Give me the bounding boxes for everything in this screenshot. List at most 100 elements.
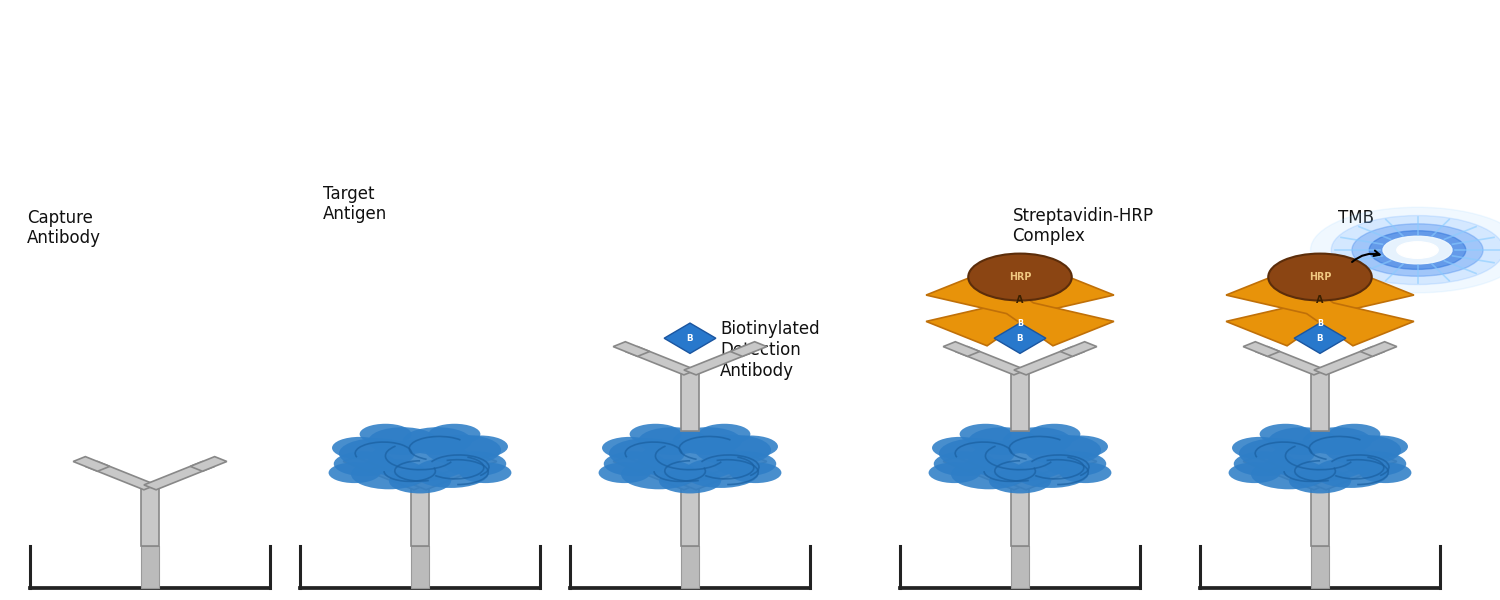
- Text: B: B: [1317, 334, 1323, 343]
- Circle shape: [699, 424, 750, 445]
- Circle shape: [388, 469, 452, 493]
- Polygon shape: [1014, 461, 1084, 490]
- Circle shape: [1332, 215, 1500, 284]
- Bar: [411, 546, 429, 588]
- Circle shape: [1059, 463, 1112, 483]
- Circle shape: [639, 427, 708, 455]
- Circle shape: [1383, 236, 1452, 264]
- Circle shape: [429, 424, 480, 445]
- Circle shape: [1232, 437, 1287, 459]
- Bar: [1311, 487, 1329, 546]
- Polygon shape: [74, 457, 110, 471]
- Circle shape: [369, 440, 471, 481]
- Bar: [681, 373, 699, 431]
- Polygon shape: [86, 461, 156, 490]
- Circle shape: [424, 435, 501, 465]
- Circle shape: [459, 463, 512, 483]
- Text: B: B: [687, 334, 693, 343]
- Circle shape: [334, 451, 396, 476]
- Circle shape: [933, 451, 996, 476]
- Polygon shape: [344, 457, 380, 471]
- Bar: [141, 487, 159, 546]
- Text: HRP: HRP: [1010, 272, 1031, 282]
- Bar: [681, 487, 699, 546]
- Circle shape: [1344, 451, 1407, 476]
- Polygon shape: [144, 461, 214, 490]
- Circle shape: [1370, 231, 1466, 269]
- Circle shape: [413, 458, 489, 488]
- Text: TMB: TMB: [1338, 209, 1374, 227]
- Polygon shape: [1244, 457, 1280, 471]
- Text: B: B: [1017, 334, 1023, 343]
- Circle shape: [1024, 435, 1101, 465]
- Circle shape: [1396, 242, 1438, 259]
- Polygon shape: [414, 461, 485, 490]
- Circle shape: [609, 438, 686, 469]
- Text: A: A: [1317, 295, 1323, 305]
- Circle shape: [1353, 436, 1408, 458]
- Circle shape: [682, 458, 759, 488]
- Polygon shape: [1060, 457, 1096, 471]
- Circle shape: [360, 424, 411, 445]
- Bar: [1011, 373, 1029, 431]
- Bar: [1311, 546, 1329, 588]
- Circle shape: [1302, 427, 1371, 455]
- Circle shape: [1352, 224, 1484, 276]
- Circle shape: [1359, 463, 1411, 483]
- Polygon shape: [1256, 347, 1326, 375]
- Bar: [411, 487, 429, 546]
- Polygon shape: [926, 271, 1114, 346]
- Circle shape: [969, 440, 1071, 481]
- Circle shape: [444, 451, 507, 476]
- Polygon shape: [956, 347, 1026, 375]
- Polygon shape: [664, 323, 716, 353]
- Circle shape: [1044, 451, 1106, 476]
- Polygon shape: [684, 347, 754, 375]
- Circle shape: [453, 436, 509, 458]
- Polygon shape: [1360, 342, 1396, 356]
- Polygon shape: [730, 457, 766, 471]
- Ellipse shape: [1268, 254, 1371, 301]
- Circle shape: [694, 435, 771, 465]
- Text: Biotinylated
Detection
Antibody: Biotinylated Detection Antibody: [720, 320, 819, 380]
- Polygon shape: [1226, 271, 1414, 346]
- Circle shape: [332, 437, 387, 459]
- Polygon shape: [190, 457, 226, 471]
- Polygon shape: [730, 342, 766, 356]
- Circle shape: [932, 437, 987, 459]
- Circle shape: [598, 463, 651, 483]
- Polygon shape: [1014, 347, 1084, 375]
- Circle shape: [1288, 469, 1352, 493]
- Polygon shape: [614, 457, 650, 471]
- Polygon shape: [1314, 347, 1384, 375]
- Circle shape: [969, 427, 1038, 455]
- Polygon shape: [356, 461, 426, 490]
- Polygon shape: [626, 461, 696, 490]
- Circle shape: [1002, 427, 1071, 455]
- Circle shape: [630, 424, 681, 445]
- Circle shape: [1268, 427, 1338, 455]
- Circle shape: [1233, 451, 1296, 476]
- Circle shape: [928, 463, 981, 483]
- Circle shape: [351, 459, 427, 490]
- Bar: [1011, 487, 1029, 546]
- Circle shape: [328, 463, 381, 483]
- Polygon shape: [1256, 461, 1326, 490]
- Polygon shape: [956, 461, 1026, 490]
- Circle shape: [604, 451, 666, 476]
- Circle shape: [672, 427, 741, 455]
- Circle shape: [1312, 458, 1389, 488]
- Polygon shape: [1226, 271, 1414, 346]
- Circle shape: [1228, 463, 1281, 483]
- Circle shape: [960, 424, 1011, 445]
- Circle shape: [402, 427, 471, 455]
- Circle shape: [1013, 458, 1089, 488]
- Polygon shape: [944, 457, 980, 471]
- Ellipse shape: [969, 254, 1071, 301]
- Circle shape: [1251, 459, 1328, 490]
- Bar: [681, 546, 699, 588]
- Circle shape: [602, 437, 657, 459]
- Polygon shape: [926, 271, 1114, 346]
- Circle shape: [621, 459, 698, 490]
- Circle shape: [339, 438, 416, 469]
